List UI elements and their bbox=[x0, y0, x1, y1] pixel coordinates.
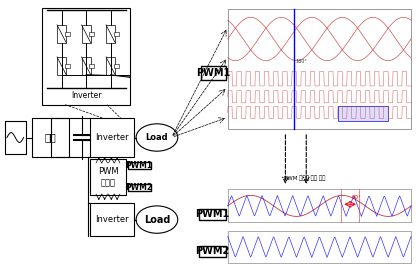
Text: PWM2: PWM2 bbox=[195, 246, 229, 256]
Text: Inverter: Inverter bbox=[95, 215, 129, 224]
FancyBboxPatch shape bbox=[90, 118, 134, 157]
FancyBboxPatch shape bbox=[201, 66, 226, 80]
FancyBboxPatch shape bbox=[5, 121, 25, 154]
Text: 180°: 180° bbox=[296, 59, 307, 64]
Text: Inverter: Inverter bbox=[71, 91, 101, 100]
FancyBboxPatch shape bbox=[114, 64, 119, 68]
FancyBboxPatch shape bbox=[228, 230, 411, 263]
Circle shape bbox=[136, 206, 178, 233]
FancyBboxPatch shape bbox=[32, 118, 69, 157]
FancyBboxPatch shape bbox=[57, 57, 66, 75]
Text: PWM1: PWM1 bbox=[126, 161, 153, 170]
FancyBboxPatch shape bbox=[90, 160, 126, 195]
FancyBboxPatch shape bbox=[114, 32, 119, 36]
Text: PWM1: PWM1 bbox=[195, 209, 229, 219]
FancyBboxPatch shape bbox=[338, 106, 388, 121]
Text: PWM 캐리어 위상 조절: PWM 캐리어 위상 조절 bbox=[284, 176, 326, 181]
FancyBboxPatch shape bbox=[228, 9, 411, 129]
FancyBboxPatch shape bbox=[65, 32, 70, 36]
FancyBboxPatch shape bbox=[199, 209, 226, 219]
FancyBboxPatch shape bbox=[89, 32, 94, 36]
Text: PWM1: PWM1 bbox=[196, 68, 230, 78]
FancyBboxPatch shape bbox=[128, 184, 150, 191]
FancyBboxPatch shape bbox=[42, 7, 130, 105]
FancyBboxPatch shape bbox=[57, 25, 66, 43]
FancyBboxPatch shape bbox=[65, 64, 70, 68]
FancyBboxPatch shape bbox=[106, 57, 115, 75]
FancyBboxPatch shape bbox=[128, 162, 150, 169]
Text: Load: Load bbox=[145, 133, 168, 142]
FancyBboxPatch shape bbox=[106, 25, 115, 43]
FancyBboxPatch shape bbox=[89, 64, 94, 68]
Text: 90°: 90° bbox=[352, 195, 362, 200]
Text: 정류: 정류 bbox=[45, 133, 56, 142]
FancyBboxPatch shape bbox=[199, 246, 226, 257]
Text: Inverter: Inverter bbox=[95, 133, 129, 142]
Text: PWM
생성부: PWM 생성부 bbox=[98, 167, 118, 187]
Text: PWM2: PWM2 bbox=[126, 183, 153, 192]
FancyBboxPatch shape bbox=[228, 189, 411, 222]
FancyBboxPatch shape bbox=[82, 57, 91, 75]
FancyBboxPatch shape bbox=[82, 25, 91, 43]
FancyBboxPatch shape bbox=[90, 203, 134, 236]
Circle shape bbox=[136, 124, 178, 151]
Text: Load: Load bbox=[144, 214, 170, 225]
